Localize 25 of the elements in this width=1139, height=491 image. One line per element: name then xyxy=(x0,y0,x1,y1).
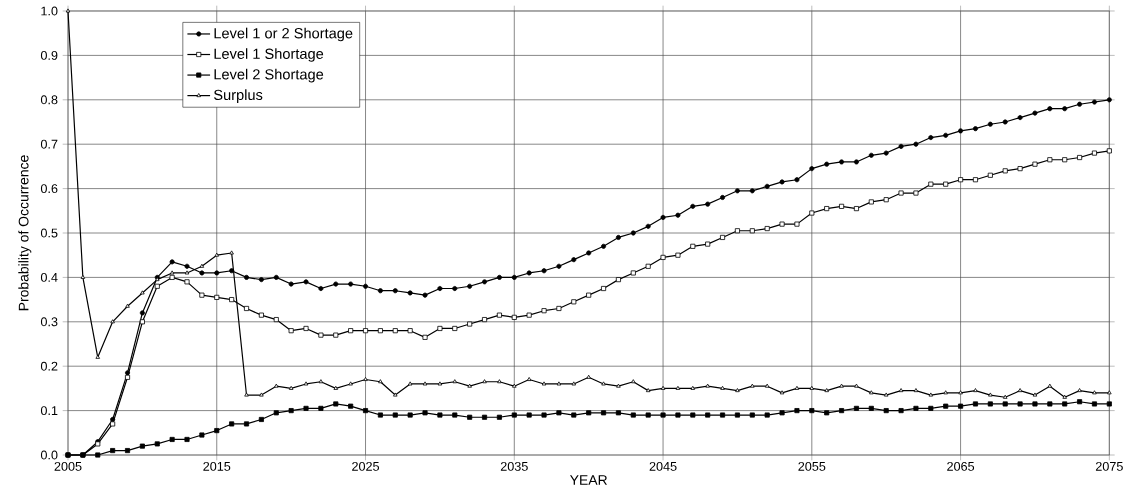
x-tick-label: 2035 xyxy=(500,461,528,471)
x-tick-label: 2075 xyxy=(1095,461,1123,471)
x-tick-label: 2015 xyxy=(203,461,231,471)
x-tick-label: 2065 xyxy=(947,461,975,471)
y-tick-label: 0.9 xyxy=(40,50,58,60)
y-tick-label: 0.8 xyxy=(40,95,58,105)
legend-label: Surplus xyxy=(214,89,263,103)
legend-label: Level 1 Shortage xyxy=(214,48,324,62)
x-axis-title: YEAR xyxy=(569,475,607,485)
y-tick-label: 0.5 xyxy=(40,228,58,238)
y-tick-label: 0.2 xyxy=(40,361,58,371)
y-tick-label: 0.1 xyxy=(40,406,58,416)
y-tick-label: 0.3 xyxy=(40,317,58,327)
x-tick-label: 2025 xyxy=(352,461,380,471)
y-tick-label: 0.4 xyxy=(40,272,58,282)
y-tick-label: 1.0 xyxy=(41,6,58,16)
legend-label: Level 1 or 2 Shortage xyxy=(214,27,353,42)
x-tick-label: 2005 xyxy=(54,461,82,471)
y-tick-label: 0.6 xyxy=(40,184,58,194)
y-tick-label: 0.0 xyxy=(40,450,58,460)
y-axis-title: Probability of Occurrence xyxy=(18,155,32,311)
x-tick-label: 2055 xyxy=(798,461,826,471)
legend-label: Level 2 Shortage xyxy=(214,68,324,83)
x-tick-label: 2045 xyxy=(649,461,677,471)
y-tick-label: 0.7 xyxy=(40,139,58,149)
